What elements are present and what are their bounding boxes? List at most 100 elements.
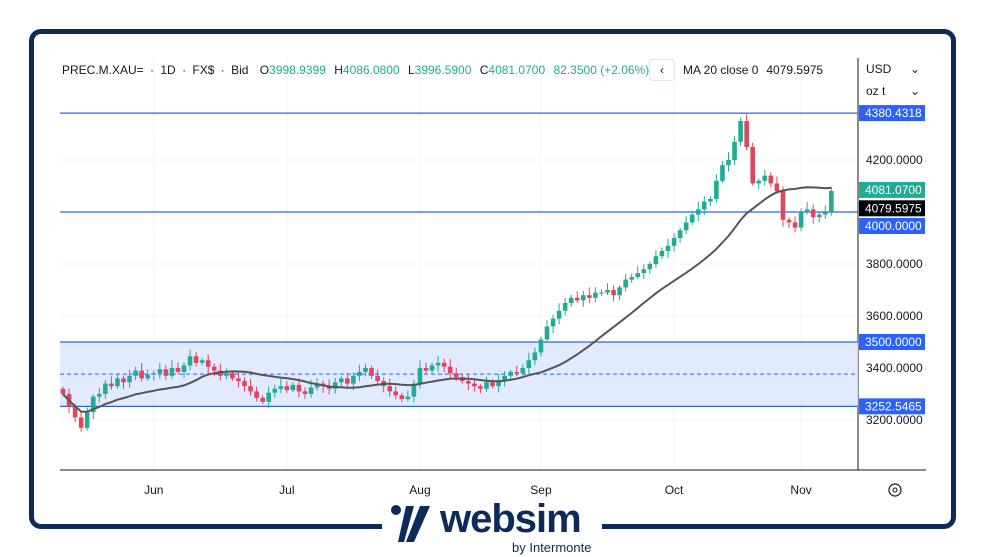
candle <box>290 382 296 393</box>
candle <box>532 347 538 366</box>
candle-body <box>224 373 229 376</box>
candle-body <box>369 368 374 376</box>
candle <box>145 369 150 381</box>
candle <box>526 352 532 374</box>
candle-body <box>762 175 768 181</box>
candle <box>187 349 193 371</box>
candle-body <box>708 199 713 202</box>
candle-body <box>296 384 302 392</box>
candle <box>248 378 253 396</box>
candle-body <box>211 366 217 371</box>
currency-select[interactable]: USD ⌄ <box>860 58 926 80</box>
last-price-label: 4081.0700 <box>865 183 922 197</box>
candle-body <box>205 360 211 367</box>
candle <box>284 381 290 394</box>
candle-body <box>593 292 598 298</box>
collapse-button[interactable]: ‹ <box>649 59 675 81</box>
candle-body <box>109 383 114 387</box>
candle-body <box>127 375 132 383</box>
candle-body <box>175 368 181 372</box>
candle <box>659 247 665 260</box>
candle-body <box>792 222 798 228</box>
candle-body <box>90 396 96 413</box>
candle-body <box>399 395 405 400</box>
candle <box>266 386 271 409</box>
candle-body <box>290 384 296 391</box>
candle-body <box>568 297 574 303</box>
candle <box>780 186 786 227</box>
candle-body <box>199 360 205 363</box>
zone-bottom-price-label: 3252.5465 <box>865 399 922 413</box>
candle-body <box>714 180 719 199</box>
ma-price-label: 4079.5975 <box>865 201 922 215</box>
candle <box>193 351 199 367</box>
candle <box>677 227 683 243</box>
hline-price-label-bg <box>859 105 925 122</box>
candle-body <box>810 209 816 218</box>
candle <box>169 360 175 379</box>
candle <box>556 303 562 325</box>
candle <box>804 202 810 215</box>
separator: · <box>150 63 155 77</box>
candle-body <box>429 365 435 371</box>
logo-word: websim <box>440 497 582 541</box>
candle <box>109 376 114 390</box>
candle <box>502 371 507 387</box>
candle <box>423 362 429 375</box>
last-price-label-bg <box>859 181 925 198</box>
ma-line <box>62 186 832 413</box>
candle-body <box>562 303 568 311</box>
candle-body <box>145 374 150 379</box>
settings-gear-icon[interactable] <box>888 483 902 497</box>
candle-body <box>387 386 392 392</box>
price-tick-label: 3800.0000 <box>866 257 923 271</box>
candle <box>254 386 259 402</box>
candle <box>242 377 247 392</box>
candle <box>629 273 634 283</box>
candle <box>121 375 126 389</box>
low-label: L <box>407 63 415 77</box>
symbol[interactable]: PREC.M.XAU= <box>62 63 144 77</box>
candle-body <box>496 381 501 387</box>
candle-body <box>532 352 538 361</box>
candle-body <box>478 386 483 389</box>
candle <box>369 365 374 380</box>
candle <box>157 362 163 379</box>
candle-body <box>72 407 78 418</box>
candle-body <box>375 375 380 381</box>
time-tick-label: Jun <box>144 483 163 497</box>
candle-body <box>689 214 695 223</box>
candle <box>441 358 447 373</box>
candle <box>151 370 157 381</box>
logo-mark-icon <box>391 505 430 542</box>
candle-body <box>423 368 429 371</box>
candle-body <box>780 191 786 220</box>
unit-value: oz t <box>866 84 886 98</box>
unit-select[interactable]: oz t ⌄ <box>860 80 926 102</box>
candle <box>302 387 308 399</box>
interval: 1D <box>160 63 176 77</box>
source: FX$ <box>192 63 215 77</box>
candle <box>199 358 205 366</box>
price-tick-label: 3200.0000 <box>866 413 923 427</box>
price-tick-label: 3400.0000 <box>866 361 923 375</box>
candle-body <box>502 375 507 381</box>
candle-body <box>435 362 441 366</box>
candle <box>472 379 477 392</box>
candle <box>708 196 713 207</box>
candle <box>683 216 689 234</box>
candle <box>695 201 701 222</box>
time-tick-label: Oct <box>665 483 684 497</box>
candle <box>611 285 616 302</box>
candle <box>97 388 102 403</box>
candle-body <box>417 368 423 384</box>
candle-body <box>702 201 707 210</box>
candle <box>810 204 816 224</box>
candle-body <box>441 362 447 367</box>
candle <box>816 212 822 223</box>
candle-body <box>278 386 284 389</box>
candle <box>738 117 743 146</box>
symbol-legend: PREC.M.XAU= · 1D · FX$ · Bid O3998.9399 … <box>62 63 652 77</box>
candle <box>175 362 181 374</box>
